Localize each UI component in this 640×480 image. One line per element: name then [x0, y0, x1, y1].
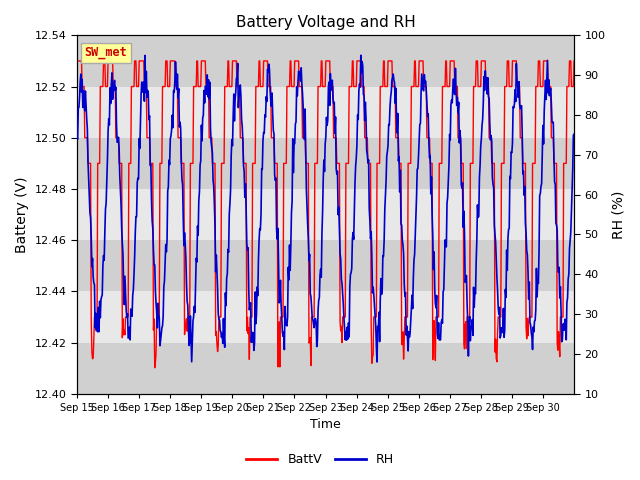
Text: SW_met: SW_met	[84, 46, 127, 59]
Title: Battery Voltage and RH: Battery Voltage and RH	[236, 15, 415, 30]
Legend: BattV, RH: BattV, RH	[241, 448, 399, 471]
X-axis label: Time: Time	[310, 419, 341, 432]
Bar	[77, 240, 574, 291]
Bar	[77, 138, 574, 189]
Y-axis label: Battery (V): Battery (V)	[15, 176, 29, 253]
Bar	[77, 36, 574, 86]
Bar	[77, 343, 574, 394]
Y-axis label: RH (%): RH (%)	[611, 191, 625, 239]
